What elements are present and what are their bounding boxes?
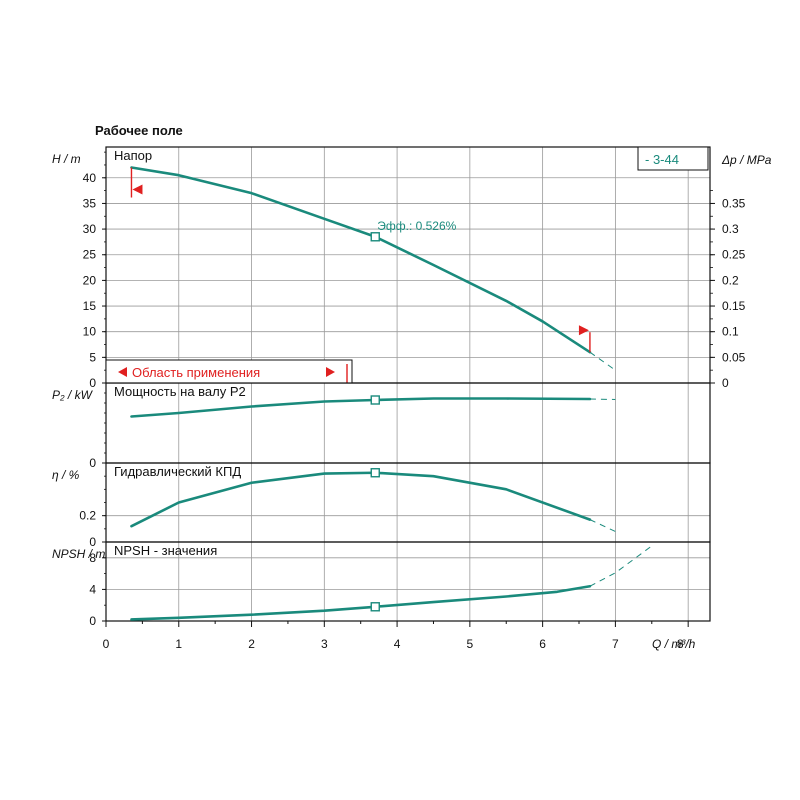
panel-frame [105,146,711,384]
y-tick-label: 0 [89,535,96,549]
series-extension-npsh [589,545,653,587]
x-tick-label: 2 [248,637,255,651]
efficiency-annotation: Эфф.: 0.526% [377,219,456,233]
y2-tick-label: 0.25 [722,248,746,262]
y2-tick-label: 0.1 [722,325,739,339]
y-tick-label: 25 [83,248,97,262]
series-badge: - 3-44 [645,152,679,167]
y-tick-label: 4 [89,582,96,596]
application-range-right-arrow [326,367,335,377]
series-line-npsh [130,584,592,621]
series-extension-head [589,351,616,371]
y-tick-label: 0 [89,456,96,470]
panel-label: Мощность на валу P2 [114,384,246,399]
x-tick-label: 7 [612,637,619,651]
y-tick-label: 8 [89,551,96,565]
panel-label: Гидравлический КПД [114,464,241,479]
series-line-head [130,166,592,354]
y-tick-label: 20 [83,273,97,287]
y-axis-label: H / m [52,152,81,166]
y-axis-label: NPSH / m [52,547,105,561]
panel-label: Напор [114,148,152,163]
range-end-arrow [578,325,589,336]
y-tick-label: 0.2 [79,509,96,523]
y-axis-label: P₂ / kW [52,388,94,402]
y-tick-label: 0 [89,376,96,390]
y-tick-label: 30 [83,222,97,236]
y2-tick-label: 0.05 [722,350,746,364]
series-line-power [130,397,592,418]
series-extension-power [589,398,616,400]
y2-tick-label: 0.3 [722,222,739,236]
panel-frame [105,541,711,622]
y2-tick-label: 0.2 [722,273,739,287]
x-tick-label: 6 [539,637,546,651]
series-badge-box [637,146,709,171]
x-tick-label: 1 [175,637,182,651]
range-start-arrow [132,184,143,195]
y-tick-label: 35 [83,196,97,210]
y-tick-label: 0 [89,614,96,628]
operating-point-marker [370,602,380,612]
x-tick-label: 8 [677,637,684,651]
y-tick-label: 40 [83,171,97,185]
y2-tick-label: 0.15 [722,299,746,313]
application-range-left-arrow [118,367,127,377]
y-tick-label: 5 [89,350,96,364]
operating-point-marker [370,395,380,405]
application-range-label: Область применения [132,365,260,380]
panel-label: NPSH - значения [114,543,217,558]
y2-tick-label: 0.35 [722,196,746,210]
y-tick-label: 15 [83,299,97,313]
operating-point-marker [370,232,380,242]
x-tick-label: 3 [321,637,328,651]
y-axis-label: η / % [52,468,80,482]
x-axis-label: Q / m³/h [652,637,696,651]
y2-axis-label: Δp / MPa [721,153,772,167]
series-extension-efficiency [589,519,616,532]
x-tick-label: 4 [394,637,401,651]
operating-point-marker [370,468,380,478]
x-tick-label: 5 [467,637,474,651]
x-tick-label: 0 [103,637,110,651]
y-tick-label: 10 [83,325,97,339]
chart-title: Рабочее поле [95,123,183,138]
series-line-efficiency [130,471,592,528]
y2-tick-label: 0 [722,376,729,390]
